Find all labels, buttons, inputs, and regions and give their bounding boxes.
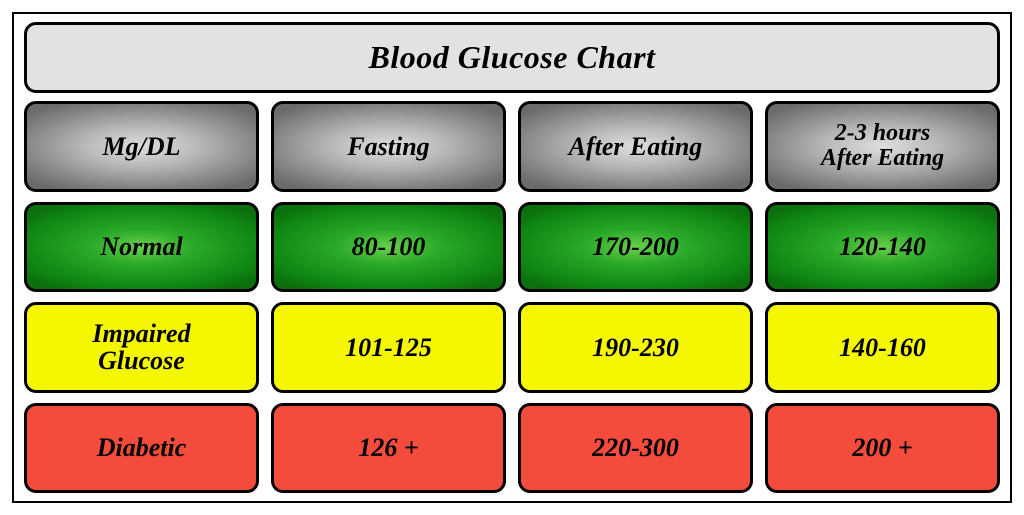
row-normal-2-3-hours: 120-140 <box>765 202 1000 293</box>
row-impaired-fasting: 101-125 <box>271 302 506 393</box>
row-normal-after-eating: 170-200 <box>518 202 753 293</box>
row-impaired-label: ImpairedGlucose <box>24 302 259 393</box>
row-diabetic-2-3-hours: 200 + <box>765 403 1000 494</box>
glucose-chart: Blood Glucose Chart Mg/DL Fasting After … <box>12 12 1012 503</box>
col-header-2-3-hours-text: 2-3 hoursAfter Eating <box>821 121 944 171</box>
row-diabetic-fasting: 126 + <box>271 403 506 494</box>
col-header-fasting: Fasting <box>271 101 506 192</box>
row-impaired-label-text: ImpairedGlucose <box>92 320 190 375</box>
col-header-after-eating: After Eating <box>518 101 753 192</box>
row-normal-fasting: 80-100 <box>271 202 506 293</box>
chart-title: Blood Glucose Chart <box>24 22 1000 93</box>
col-header-mgdl: Mg/DL <box>24 101 259 192</box>
row-impaired-after-eating: 190-230 <box>518 302 753 393</box>
col-header-2-3-hours: 2-3 hoursAfter Eating <box>765 101 1000 192</box>
row-diabetic-after-eating: 220-300 <box>518 403 753 494</box>
row-normal-label: Normal <box>24 202 259 293</box>
row-impaired-2-3-hours: 140-160 <box>765 302 1000 393</box>
row-diabetic-label: Diabetic <box>24 403 259 494</box>
chart-grid: Mg/DL Fasting After Eating 2-3 hoursAfte… <box>24 101 1000 493</box>
